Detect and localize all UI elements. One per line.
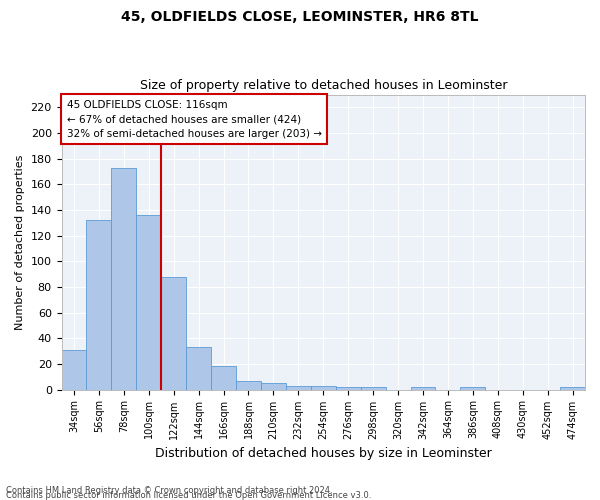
Bar <box>136 215 161 390</box>
Bar <box>236 380 261 390</box>
Bar <box>86 220 112 390</box>
Bar <box>286 386 311 390</box>
Title: Size of property relative to detached houses in Leominster: Size of property relative to detached ho… <box>140 79 507 92</box>
Bar <box>112 168 136 390</box>
Bar <box>311 386 336 390</box>
Text: Contains HM Land Registry data © Crown copyright and database right 2024.: Contains HM Land Registry data © Crown c… <box>6 486 332 495</box>
Text: 45 OLDFIELDS CLOSE: 116sqm
← 67% of detached houses are smaller (424)
32% of sem: 45 OLDFIELDS CLOSE: 116sqm ← 67% of deta… <box>67 100 322 140</box>
Bar <box>361 387 386 390</box>
Bar <box>62 350 86 390</box>
Bar <box>161 276 186 390</box>
Bar <box>211 366 236 390</box>
Bar <box>410 387 436 390</box>
Text: Contains public sector information licensed under the Open Government Licence v3: Contains public sector information licen… <box>6 490 371 500</box>
Bar <box>261 383 286 390</box>
X-axis label: Distribution of detached houses by size in Leominster: Distribution of detached houses by size … <box>155 447 491 460</box>
Text: 45, OLDFIELDS CLOSE, LEOMINSTER, HR6 8TL: 45, OLDFIELDS CLOSE, LEOMINSTER, HR6 8TL <box>121 10 479 24</box>
Y-axis label: Number of detached properties: Number of detached properties <box>15 154 25 330</box>
Bar <box>460 387 485 390</box>
Bar <box>186 347 211 390</box>
Bar <box>560 387 585 390</box>
Bar <box>336 387 361 390</box>
